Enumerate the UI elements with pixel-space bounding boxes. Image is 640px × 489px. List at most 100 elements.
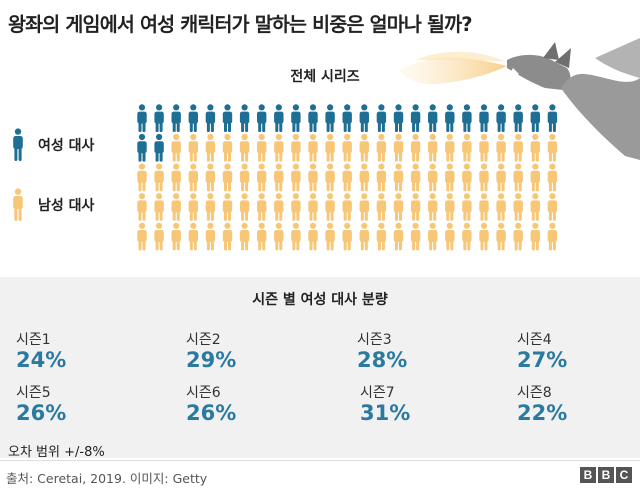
person-icon: [222, 104, 233, 132]
person-icon: [445, 193, 455, 221]
person-icon: [137, 222, 147, 251]
person-icon: [291, 133, 301, 162]
person-icon: [13, 128, 23, 161]
person-icon: [154, 104, 164, 132]
person-icon: [188, 104, 198, 132]
person-icon: [239, 222, 250, 251]
person-icon: [308, 133, 318, 162]
season-label: 시즌5: [16, 385, 51, 401]
legend-label-female: 여성 대사: [38, 138, 95, 154]
legend-item-male: 남성 대사: [12, 188, 94, 222]
person-icon: [188, 163, 198, 192]
person-icon: [257, 133, 267, 162]
person-icon: [137, 163, 147, 192]
season-label: 시즌4: [517, 332, 552, 348]
person-icon: [376, 163, 387, 192]
person-icon: [410, 193, 421, 221]
season-value: 27%: [517, 348, 568, 372]
person-icon: [257, 222, 267, 251]
person-icon: [188, 222, 198, 251]
person-icon: [239, 163, 250, 192]
person-icon: [547, 193, 558, 221]
person-icon: [188, 193, 198, 221]
person-icon: [137, 104, 147, 132]
person-icon: [342, 104, 352, 132]
season-stat: 시즌1 24%: [16, 329, 66, 372]
headline: 왕좌의 게임에서 여성 캐릭터가 말하는 비중은 얼마나 될까?: [8, 13, 473, 36]
season-value: 24%: [16, 348, 67, 372]
person-icon: [291, 193, 301, 221]
person-icon: [342, 133, 352, 162]
legend-item-female: 여성 대사: [12, 128, 94, 162]
person-icon: [222, 222, 233, 251]
person-icon: [274, 104, 284, 132]
season-panel-title: 시즌 별 여성 대사 분량: [252, 292, 388, 308]
person-icon: [308, 193, 318, 221]
person-icon: [530, 222, 540, 251]
person-icon: [171, 104, 181, 132]
person-icon: [410, 222, 421, 251]
person-icon: [479, 193, 489, 221]
person-icon: [393, 193, 404, 221]
chart-title: 전체 시리즈: [290, 69, 360, 85]
person-icon: [393, 222, 404, 251]
person-icon: [325, 104, 335, 132]
bbc-logo-letter: B: [580, 467, 596, 483]
person-icon: [428, 222, 438, 251]
person-icon: [222, 133, 233, 162]
season-label: 시즌3: [357, 332, 392, 348]
person-icon: [171, 193, 181, 221]
person-icon: [547, 222, 558, 251]
person-icon: [171, 133, 181, 162]
season-label: 시즌2: [186, 332, 221, 348]
season-stat: 시즌6 26%: [186, 382, 236, 425]
person-icon: [325, 222, 335, 251]
person-icon: [239, 133, 250, 162]
person-icon: [445, 222, 455, 251]
margin-of-error-note: 오차 범위 +/-8%: [8, 445, 105, 460]
season-label: 시즌7: [360, 385, 395, 401]
season-value: 29%: [186, 348, 237, 372]
person-icon: [291, 104, 301, 132]
person-icon: [257, 104, 267, 132]
season-label: 시즌1: [16, 332, 51, 348]
person-icon: [137, 193, 147, 221]
person-icon: [239, 193, 250, 221]
person-icon: [462, 193, 472, 221]
season-stat: 시즌7 31%: [360, 382, 410, 425]
person-icon: [376, 193, 387, 221]
person-icon: [325, 193, 335, 221]
bbc-logo-letter: C: [616, 467, 632, 483]
season-value: 31%: [360, 401, 411, 425]
person-icon: [342, 222, 352, 251]
season-value: 28%: [357, 348, 408, 372]
person-icon: [513, 193, 523, 221]
person-icon: [137, 133, 147, 162]
person-icon: [359, 163, 369, 192]
season-stat: 시즌3 28%: [357, 329, 407, 372]
bbc-logo: B B C: [580, 467, 632, 483]
person-icon: [239, 104, 250, 132]
person-icon: [291, 163, 301, 192]
bbc-logo-letter: B: [598, 467, 614, 483]
person-icon: [222, 193, 233, 221]
person-icon: [325, 163, 335, 192]
person-icon: [342, 163, 352, 192]
person-icon: [376, 133, 387, 162]
person-icon: [274, 133, 284, 162]
source-credit: 출처: Ceretai, 2019. 이미지: Getty: [6, 471, 208, 486]
person-icon: [154, 222, 164, 251]
person-icon: [205, 104, 216, 132]
person-icon: [496, 222, 506, 251]
person-icon: [462, 222, 472, 251]
person-icon: [274, 222, 284, 251]
person-icon: [205, 163, 216, 192]
season-panel: 시즌 별 여성 대사 분량 시즌1 24% 시즌2 29% 시즌3 28% 시즌…: [0, 277, 640, 460]
person-icon: [479, 222, 489, 251]
footer: 출처: Ceretai, 2019. 이미지: Getty B B C: [0, 460, 640, 489]
person-icon: [171, 163, 181, 192]
person-icon: [359, 133, 369, 162]
person-icon: [171, 222, 181, 251]
person-icon: [308, 222, 318, 251]
person-icon: [205, 222, 216, 251]
